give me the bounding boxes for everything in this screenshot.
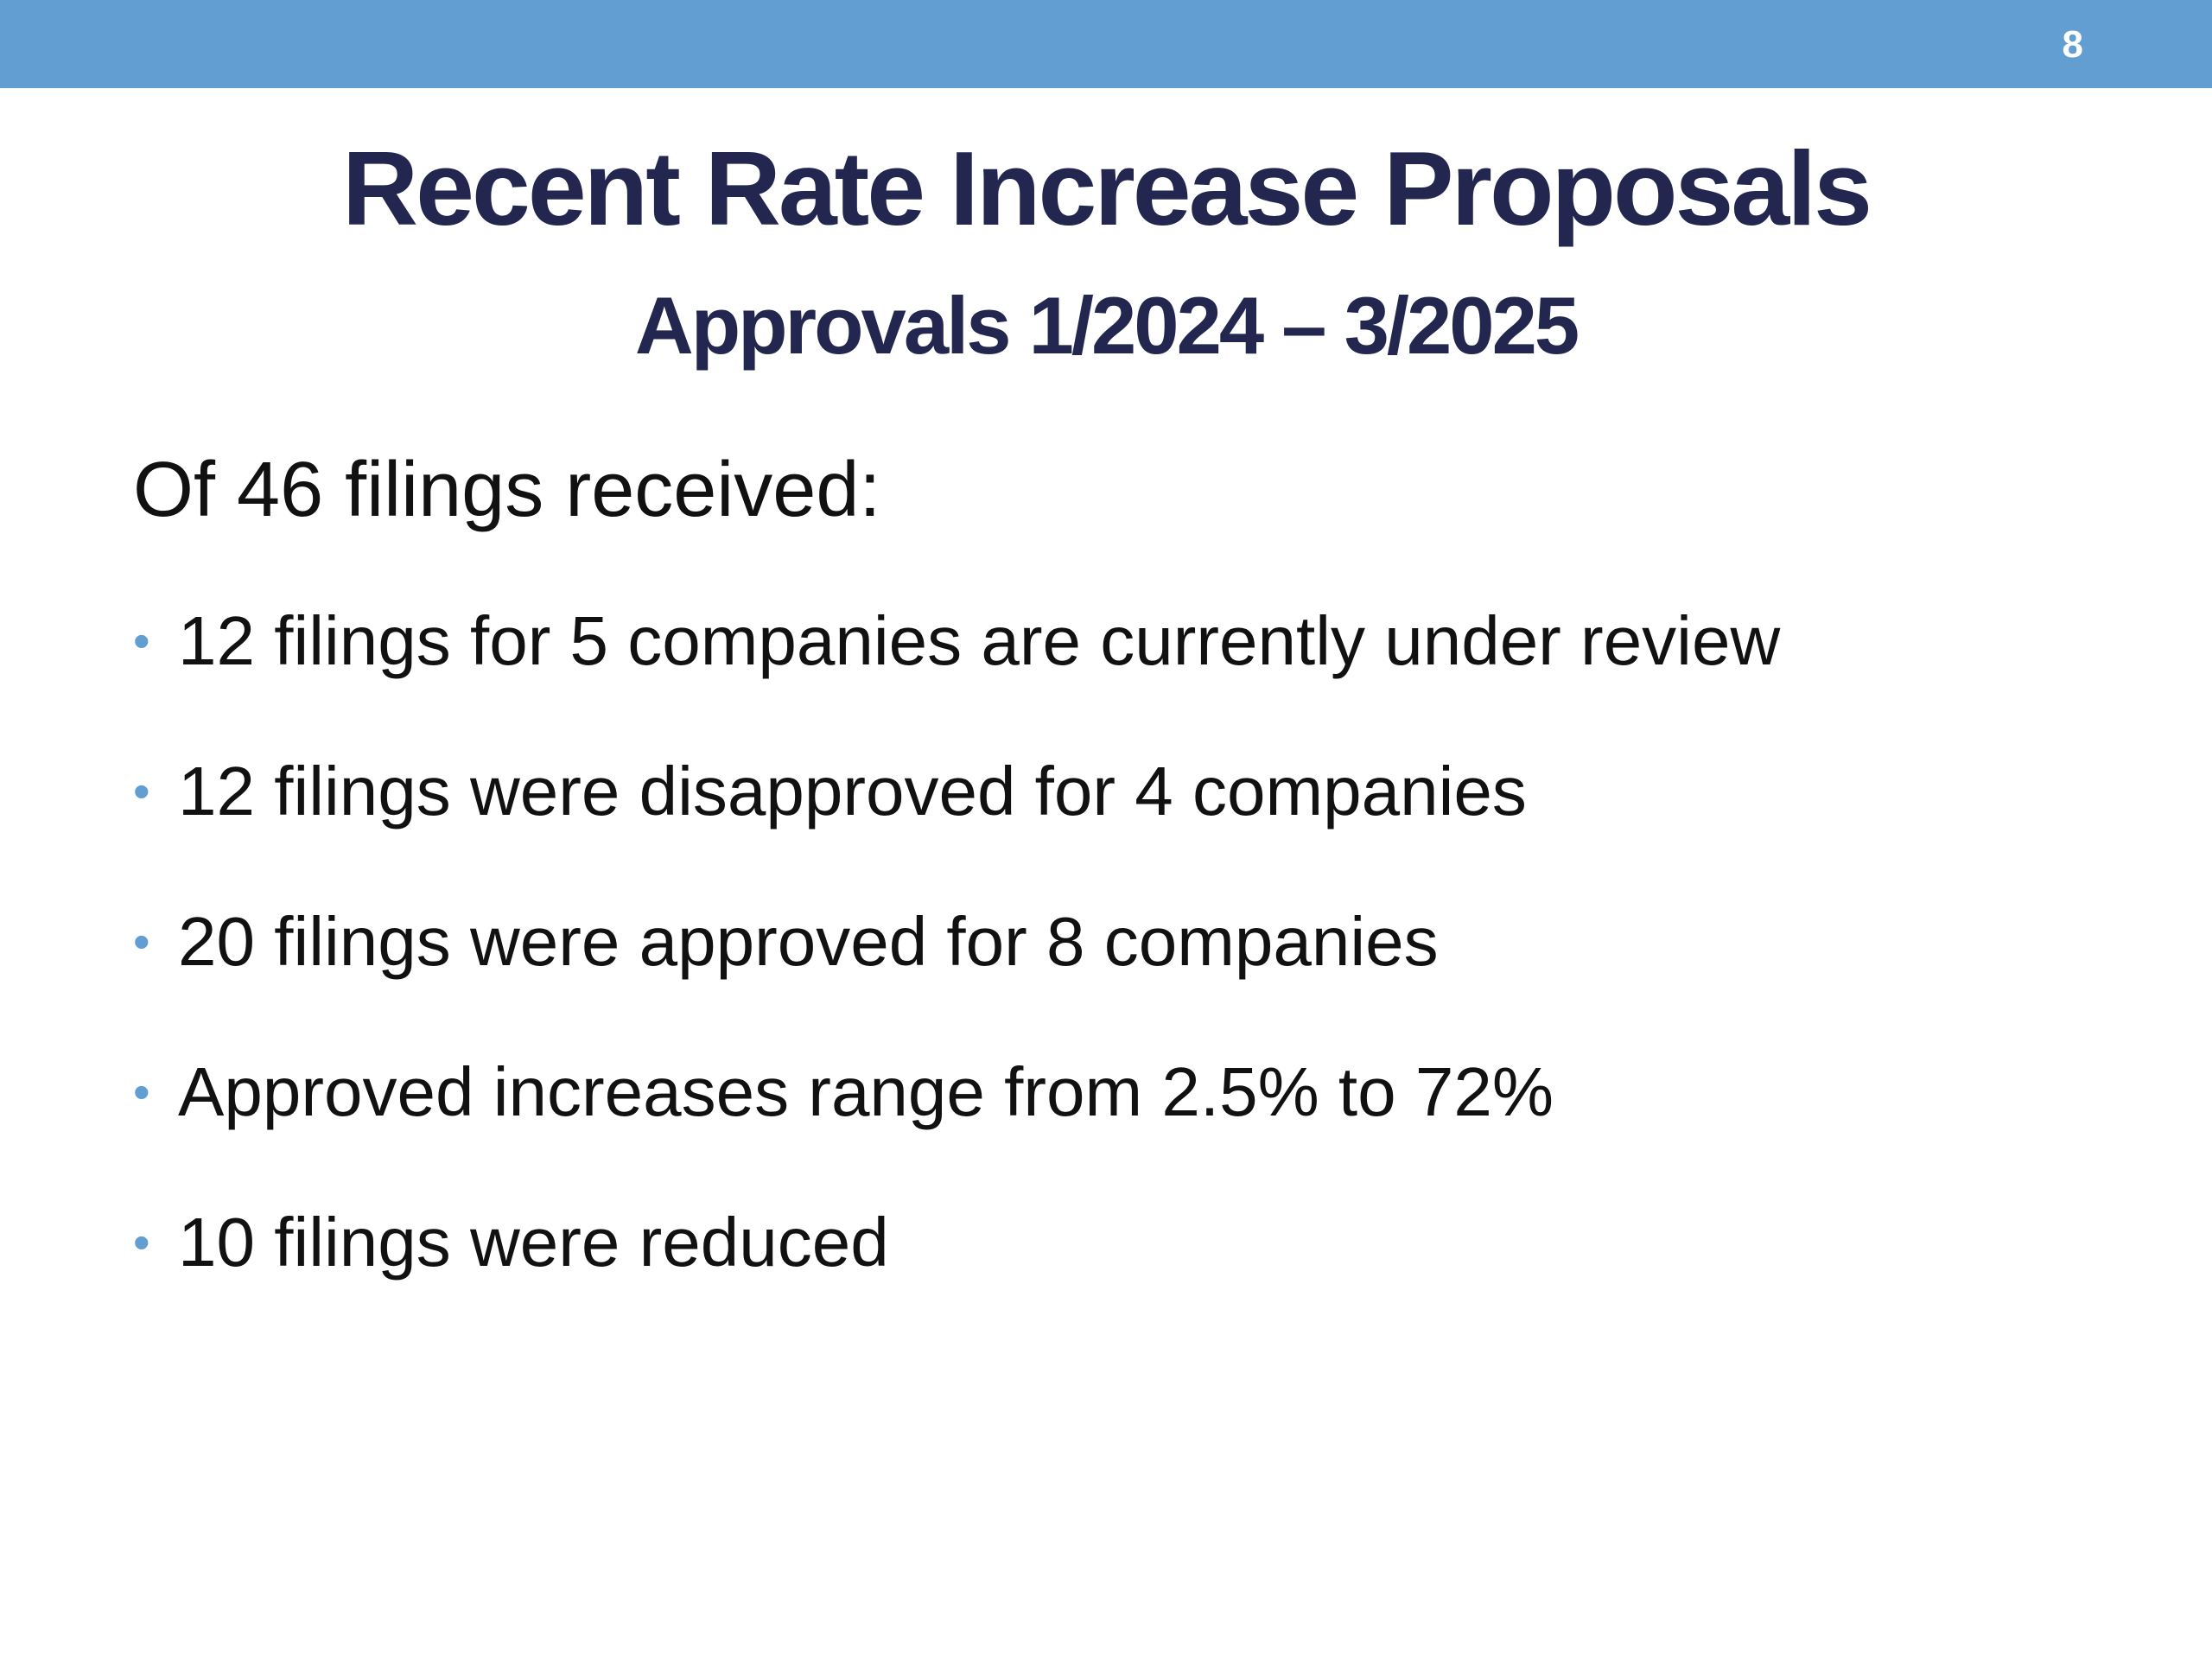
slide-title: Recent Rate Increase Proposals — [342, 130, 1872, 247]
bullet-icon: • — [133, 914, 150, 969]
page-number: 8 — [2062, 23, 2083, 66]
bullet-item: • 12 filings were disapproved for 4 comp… — [133, 748, 1780, 899]
bullet-text: 20 filings were approved for 8 companies — [178, 903, 1439, 980]
bullet-icon: • — [133, 764, 150, 818]
bullet-icon: • — [133, 1215, 150, 1269]
bullet-text: 12 filings were disapproved for 4 compan… — [178, 753, 1527, 830]
intro-text: Of 46 filings received: — [133, 447, 881, 533]
bullet-item: • Approved increases range from 2.5% to … — [133, 1049, 1780, 1199]
bullet-list: • 12 filings for 5 companies are current… — [133, 598, 1780, 1350]
bullet-item: • 20 filings were approved for 8 compani… — [133, 899, 1780, 1049]
slide-subtitle: Approvals 1/2024 – 3/2025 — [634, 280, 1580, 371]
bullet-item: • 10 filings were reduced — [133, 1199, 1780, 1350]
header-bar: 8 — [0, 0, 2212, 88]
bullet-text: 12 filings for 5 companies are currently… — [178, 602, 1781, 679]
bullet-text: 10 filings were reduced — [178, 1204, 889, 1281]
bullet-icon: • — [133, 613, 150, 668]
bullet-icon: • — [133, 1065, 150, 1119]
bullet-item: • 12 filings for 5 companies are current… — [133, 598, 1780, 748]
bullet-text: Approved increases range from 2.5% to 72… — [178, 1053, 1554, 1130]
